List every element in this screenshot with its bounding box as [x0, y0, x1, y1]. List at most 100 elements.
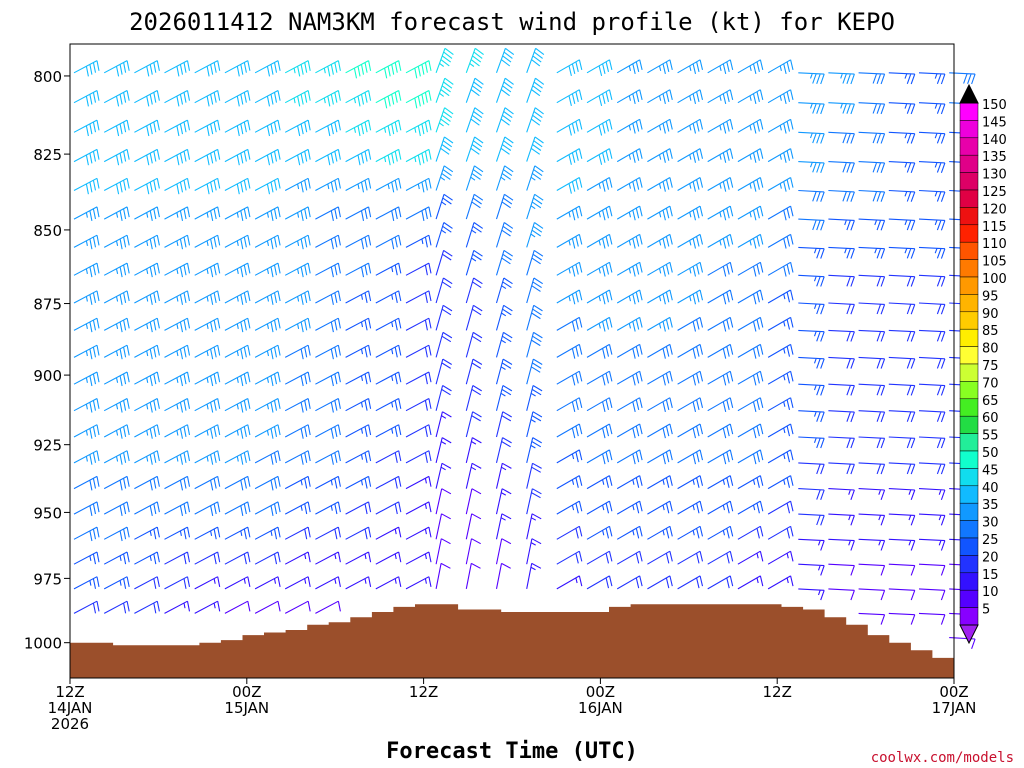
wind-barb — [254, 60, 281, 77]
wind-barb — [586, 59, 613, 77]
wind-barb — [495, 304, 513, 331]
wind-barb — [315, 234, 341, 250]
wind-barb — [647, 289, 673, 305]
wind-barb — [254, 576, 281, 590]
wind-barb — [103, 600, 130, 614]
wind-barb — [677, 370, 704, 386]
wind-barb — [556, 205, 583, 221]
wind-barb — [677, 316, 704, 332]
wind-barb — [647, 475, 673, 490]
colorbar-label: 70 — [982, 376, 999, 391]
wind-barb — [405, 475, 432, 490]
wind-barb — [526, 249, 544, 276]
wind-barb — [73, 290, 100, 305]
wind-barb — [828, 588, 855, 601]
wind-barb — [134, 60, 160, 77]
wind-barb — [345, 371, 372, 385]
wind-barb — [495, 331, 513, 358]
colorbar-top-arrow — [959, 83, 979, 104]
wind-barb — [103, 90, 130, 107]
wind-barb — [164, 90, 191, 107]
wind-barb — [707, 423, 734, 439]
wind-barb — [586, 423, 613, 439]
wind-barb — [134, 576, 160, 590]
wind-barb — [556, 233, 583, 249]
wind-barb — [103, 119, 130, 137]
wind-barb — [707, 525, 734, 540]
wind-barb — [345, 262, 372, 278]
wind-barb — [707, 575, 734, 590]
wind-barb — [315, 450, 341, 465]
wind-barb — [647, 233, 673, 249]
x-tick-label: 00Z — [586, 683, 615, 701]
wind-barb — [918, 189, 946, 202]
wind-barb — [73, 526, 100, 542]
wind-barb — [73, 576, 100, 590]
wind-barb — [73, 551, 100, 565]
wind-barb — [918, 274, 946, 287]
wind-barb — [405, 551, 432, 565]
wind-barb — [918, 563, 946, 576]
wind-barb — [767, 550, 794, 565]
wind-barb — [586, 343, 613, 359]
wind-barb — [828, 436, 855, 449]
wind-barb — [918, 383, 946, 396]
wind-barb — [435, 331, 453, 358]
wind-barb — [134, 234, 160, 250]
wind-barb — [495, 249, 514, 276]
y-tick-label: 1000 — [24, 635, 62, 653]
x-tick-label: 17JAN — [932, 699, 977, 717]
colorbar-swatch — [959, 120, 979, 139]
wind-barb — [677, 423, 704, 439]
wind-barb — [707, 261, 734, 277]
wind-barb — [586, 370, 613, 386]
wind-barb — [134, 177, 160, 195]
wind-barb — [315, 398, 341, 413]
wind-barb — [737, 550, 764, 565]
colorbar-label: 120 — [982, 202, 1007, 217]
wind-barb — [677, 205, 704, 221]
wind-barb — [375, 60, 402, 79]
wind-barb — [164, 398, 191, 413]
wind-barb — [224, 177, 251, 195]
wind-barb — [888, 102, 916, 115]
wind-barb — [405, 398, 432, 412]
wind-barb — [737, 233, 764, 249]
colorbar-label: 100 — [982, 272, 1007, 287]
colorbar-label: 140 — [982, 133, 1007, 148]
wind-barb — [526, 165, 544, 191]
wind-barb — [586, 261, 613, 277]
wind-barb — [828, 538, 855, 551]
wind-barb — [677, 118, 704, 134]
wind-barb — [103, 371, 130, 387]
x-tick-label: 00Z — [232, 683, 261, 701]
wind-barb — [647, 423, 673, 439]
wind-barb — [194, 551, 221, 565]
wind-barb — [798, 588, 825, 601]
wind-barb — [224, 398, 251, 413]
wind-barb — [918, 612, 946, 625]
wind-barb — [526, 304, 543, 331]
wind-barb — [616, 233, 643, 249]
wind-barb — [315, 148, 341, 166]
wind-barb — [616, 500, 643, 515]
colorbar-swatch — [959, 607, 979, 626]
wind-barb — [465, 193, 484, 220]
wind-barb — [677, 59, 704, 75]
wind-barb — [284, 551, 311, 565]
wind-barb — [405, 576, 432, 590]
wind-barb — [405, 501, 432, 515]
wind-barb — [224, 600, 251, 614]
wind-barb — [405, 206, 432, 222]
wind-barb — [677, 261, 704, 277]
wind-barb — [677, 550, 704, 565]
wind-barb — [586, 177, 613, 192]
wind-barb — [375, 576, 402, 590]
colorbar-label: 55 — [982, 429, 999, 444]
wind-barb — [375, 148, 402, 166]
wind-barb — [134, 344, 160, 360]
colorbar-label: 85 — [982, 324, 999, 339]
wind-barb — [828, 189, 855, 202]
wind-barb — [767, 289, 794, 304]
